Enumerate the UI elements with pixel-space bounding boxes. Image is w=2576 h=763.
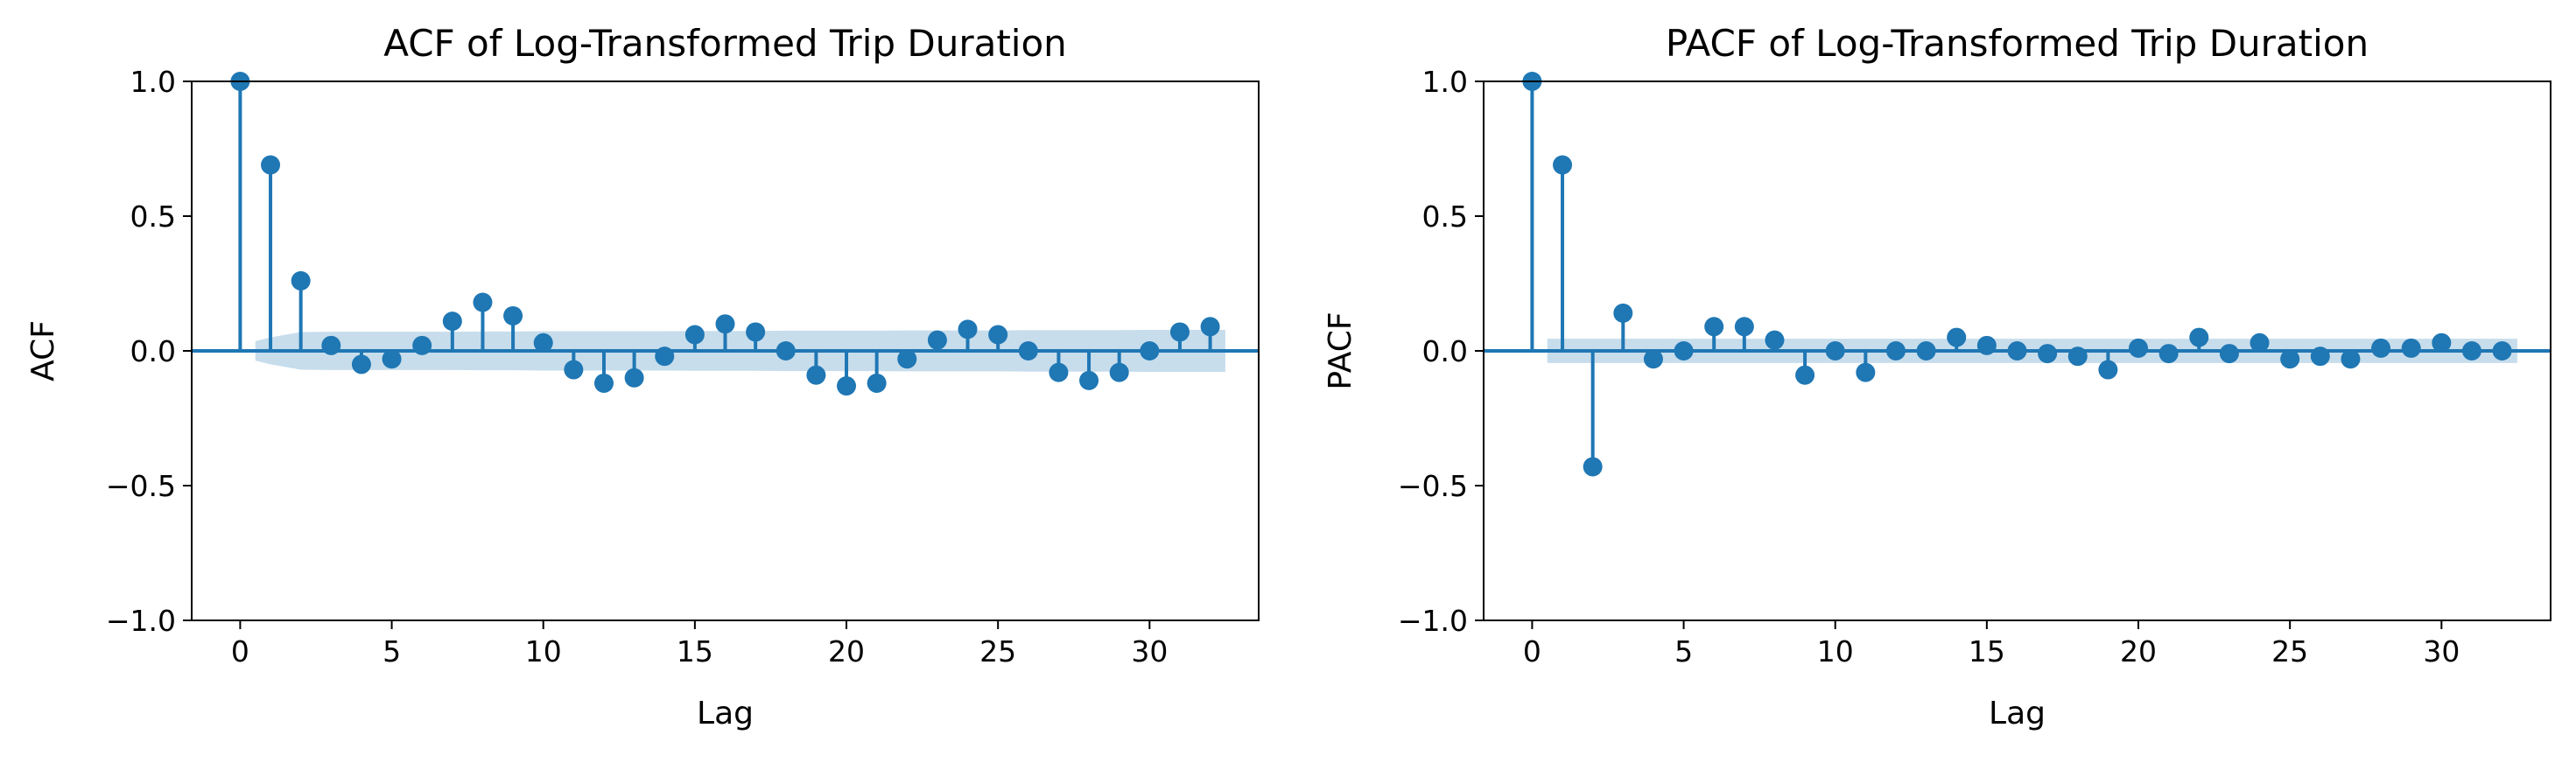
pacf-xtick-label: 0 xyxy=(1523,634,1541,668)
acf-marker-lag-31 xyxy=(1169,322,1190,342)
pacf-marker-lag-7 xyxy=(1734,317,1754,337)
acf-marker-lag-32 xyxy=(1200,317,1220,337)
acf-marker-lag-11 xyxy=(564,360,584,380)
acf-marker-lag-15 xyxy=(684,325,705,345)
acf-marker-lag-20 xyxy=(837,376,857,396)
pacf-ylabel: PACF xyxy=(1323,312,1358,389)
pacf-marker-lag-11 xyxy=(1856,362,1876,382)
pacf-marker-lag-9 xyxy=(1795,365,1815,385)
acf-marker-lag-24 xyxy=(958,319,978,340)
pacf-ytick-label: 0.5 xyxy=(1422,200,1468,234)
pacf-marker-lag-14 xyxy=(1947,327,1967,347)
acf-xtick-label: 15 xyxy=(677,634,713,668)
pacf-marker-lag-19 xyxy=(2098,360,2118,380)
acf-xtick-label: 30 xyxy=(1131,634,1168,668)
pacf-marker-lag-1 xyxy=(1553,155,1573,175)
acf-marker-lag-25 xyxy=(988,325,1008,345)
acf-marker-lag-21 xyxy=(867,373,887,393)
acf-marker-lag-23 xyxy=(927,330,947,350)
pacf-marker-lag-21 xyxy=(2158,344,2179,364)
pacf-ytick-label: 1.0 xyxy=(1422,65,1468,99)
pacf-marker-lag-20 xyxy=(2129,338,2149,358)
acf-marker-lag-8 xyxy=(473,292,493,312)
acf-panel: ACF of Log-Transformed Trip Duration Lag… xyxy=(25,22,1260,732)
acf-marker-lag-5 xyxy=(382,349,402,369)
acf-marker-lag-4 xyxy=(351,354,371,374)
pacf-xtick-label: 30 xyxy=(2423,634,2460,668)
acf-title: ACF of Log-Transformed Trip Duration xyxy=(383,22,1067,65)
pacf-marker-lag-30 xyxy=(2432,332,2452,353)
acf-marker-lag-7 xyxy=(442,312,462,332)
acf-xtick-label: 20 xyxy=(828,634,865,668)
pacf-xtick-label: 10 xyxy=(1817,634,1854,668)
acf-marker-lag-9 xyxy=(503,305,523,326)
acf-xtick-label: 10 xyxy=(525,634,562,668)
acf-marker-lag-17 xyxy=(746,322,766,342)
acf-marker-lag-12 xyxy=(593,373,614,393)
acf-ytick-label: −0.5 xyxy=(106,469,176,503)
acf-xtick-label: 5 xyxy=(383,634,401,668)
acf-xtick-label: 0 xyxy=(231,634,249,668)
pacf-marker-lag-24 xyxy=(2250,332,2270,353)
acf-marker-lag-16 xyxy=(715,314,735,334)
acf-marker-lag-13 xyxy=(624,368,644,388)
pacf-xtick-label: 5 xyxy=(1674,634,1693,668)
acf-marker-lag-19 xyxy=(806,365,826,385)
pacf-marker-lag-4 xyxy=(1643,349,1663,369)
pacf-ytick-label: 0.0 xyxy=(1422,334,1468,368)
acf-ytick-label: 0.0 xyxy=(130,334,176,368)
acf-marker-lag-28 xyxy=(1079,370,1099,390)
pacf-panel: PACF of Log-Transformed Trip Duration La… xyxy=(1323,22,2551,732)
acf-ytick-label: 1.0 xyxy=(130,65,176,99)
acf-marker-lag-27 xyxy=(1049,362,1069,382)
pacf-xtick-label: 20 xyxy=(2120,634,2157,668)
pacf-marker-lag-6 xyxy=(1704,317,1724,337)
acf-ticks: 0 5 10 15 20 25 30 −1.0 −0.5 0.0 0.5 1.0 xyxy=(106,65,1168,668)
pacf-marker-lag-25 xyxy=(2280,349,2300,369)
pacf-ytick-label: −1.0 xyxy=(1398,604,1468,638)
pacf-stems xyxy=(1522,72,2512,477)
acf-marker-lag-1 xyxy=(261,155,281,175)
acf-marker-lag-2 xyxy=(291,270,311,290)
acf-marker-lag-29 xyxy=(1109,362,1129,382)
pacf-marker-lag-8 xyxy=(1765,330,1785,350)
pacf-marker-lag-3 xyxy=(1613,303,1633,323)
acf-ytick-label: 0.5 xyxy=(130,200,176,234)
pacf-marker-lag-23 xyxy=(2219,344,2239,364)
pacf-marker-lag-22 xyxy=(2189,327,2209,347)
pacf-title: PACF of Log-Transformed Trip Duration xyxy=(1666,22,2369,65)
pacf-xlabel: Lag xyxy=(1989,696,2046,732)
pacf-xtick-label: 15 xyxy=(1969,634,2005,668)
pacf-marker-lag-17 xyxy=(2038,344,2058,364)
pacf-marker-lag-2 xyxy=(1583,457,1603,477)
pacf-marker-lag-28 xyxy=(2371,338,2391,358)
pacf-marker-lag-27 xyxy=(2341,349,2361,369)
acf-xtick-label: 25 xyxy=(979,634,1016,668)
pacf-marker-lag-29 xyxy=(2401,338,2421,358)
pacf-ytick-label: −0.5 xyxy=(1398,469,1468,503)
acf-ylabel: ACF xyxy=(25,320,61,382)
acf-ytick-label: −1.0 xyxy=(106,604,176,638)
acf-xlabel: Lag xyxy=(697,696,754,732)
pacf-ticks: 0 5 10 15 20 25 30 −1.0 −0.5 0.0 0.5 1.0 xyxy=(1398,65,2460,668)
acf-marker-lag-10 xyxy=(533,332,553,353)
acf-marker-lag-22 xyxy=(897,349,917,369)
pacf-xtick-label: 25 xyxy=(2271,634,2308,668)
